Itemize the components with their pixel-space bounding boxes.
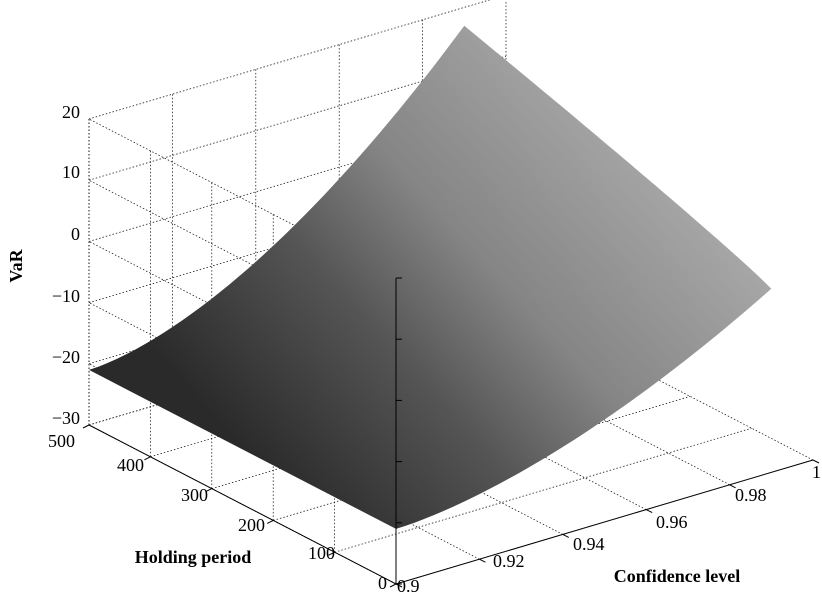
back-wall-gridline [88,117,507,242]
x-tick-mark [645,509,653,514]
left-wall-gridline [88,118,397,279]
x-tick-mark [812,459,820,464]
x-tick-label: 1 [812,462,821,482]
x-axis-line [395,459,814,585]
y-tick-label: 0 [378,573,387,593]
z-axis-ticks: 20 10 0 −10 −20 −30 [52,102,80,428]
x-tick-mark [479,558,486,563]
y-tick-mark [266,519,274,524]
surface-patch [89,25,772,529]
x-axis-label: Confidence level [614,566,740,586]
var-surface [89,25,772,529]
y-tick-mark [205,488,213,493]
x-tick-label: 0.9 [397,576,420,596]
back-wall-gridline [88,55,507,181]
y-tick-mark [144,456,151,461]
z-tick-label: −20 [52,347,80,367]
z-axis-label: VaR [6,248,26,282]
axis-box [82,277,820,588]
y-axis-ticks: 500 400 300 200 100 0 [48,431,387,593]
back-wall-gridline [88,0,491,120]
x-tick-label: 0.92 [493,551,525,571]
x-tick-mark [562,533,570,538]
z-tick-label: −30 [52,408,80,428]
x-tick-label: 0.98 [735,485,767,505]
x-axis-ticks: 0.9 0.92 0.94 0.96 0.98 1 [397,462,821,596]
y-tick-label: 100 [308,543,335,563]
y-tick-mark [82,424,90,429]
y-axis-label: Holding period [135,547,252,567]
z-tick-label: 20 [62,102,80,122]
y-tick-label: 500 [48,431,75,451]
y-axis-line [88,424,397,585]
left-wall-gridline [88,179,397,340]
y-tick-label: 300 [181,485,208,505]
y-tick-label: 400 [117,455,144,475]
y-tick-mark [328,551,335,556]
x-tick-label: 0.96 [656,512,688,532]
x-tick-label: 0.94 [573,534,605,554]
z-tick-label: 10 [62,162,80,182]
y-tick-mark [389,583,397,588]
y-tick-label: 200 [238,515,265,535]
x-tick-mark [729,484,736,489]
z-tick-label: −10 [52,286,80,306]
z-tick-label: 0 [71,224,80,244]
floor-gridline [334,427,752,553]
